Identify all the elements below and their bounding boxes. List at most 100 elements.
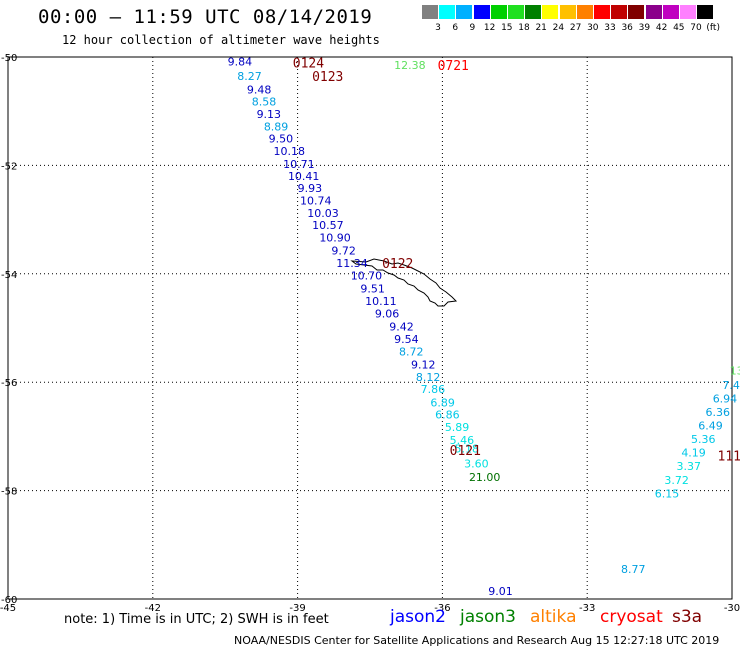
legend-swatch	[456, 5, 473, 19]
wave-height-value: 21.00	[469, 471, 501, 484]
legend-swatch	[490, 5, 507, 19]
legend-swatch	[439, 5, 456, 19]
legend-swatch	[697, 5, 714, 19]
pass-time-label: 0124	[293, 56, 324, 71]
wave-height-value: 9.48	[247, 84, 271, 97]
wave-height-value: 6.94	[713, 392, 738, 405]
satellite-name: jason2	[390, 607, 446, 627]
legend-swatch	[628, 5, 645, 19]
legend-tick-label: 45	[673, 23, 685, 33]
legend-swatch	[576, 5, 593, 19]
legend-tick-label: 18	[518, 23, 530, 33]
legend-swatch	[611, 5, 628, 19]
pass-time-label: 0123	[312, 70, 343, 85]
axis-labels: -45 -42 -39 -36 -33 -30 -50 -52 -54 -56 -58 -60	[0, 53, 740, 614]
satellite-name: cryosat	[600, 607, 663, 627]
map-frame	[7, 56, 733, 600]
satellite-name: altika	[530, 607, 577, 627]
wave-height-value: 5.18	[454, 442, 479, 455]
longitude-tick-label: -45	[0, 603, 16, 614]
wave-height-value: 13.	[730, 364, 740, 377]
legend-swatch	[662, 5, 679, 19]
wave-height-value: 6.49	[698, 420, 723, 433]
latitude-tick-label: -50	[1, 53, 17, 64]
legend-swatch	[525, 5, 542, 19]
legend-swatch	[594, 5, 610, 19]
longitude-tick-label: -39	[289, 603, 305, 614]
observation-labels: 9.848.279.488.589.138.899.5010.1810.7110…	[228, 55, 740, 598]
legend-tick-label: 70	[690, 23, 702, 33]
wave-height-value: 7.86	[421, 383, 446, 396]
wave-height-value: 9.12	[411, 358, 436, 371]
wave-height-value: 3.37	[676, 460, 701, 473]
legend-tick-label: 42	[655, 23, 668, 33]
wave-height-value: 8.77	[621, 563, 646, 576]
legend-tick-label: 3	[435, 23, 441, 33]
wave-height-value: 8.27	[237, 70, 262, 83]
wave-height-value: 9.84	[228, 55, 253, 68]
legend-tick-label: 39	[638, 23, 651, 33]
footer-note: note: 1) Time is in UTC; 2) SWH is in fe…	[64, 612, 329, 627]
pass-time-label: 111	[718, 449, 740, 464]
wave-height-value: 9.13	[257, 108, 282, 121]
wave-height-value: 9.42	[389, 320, 414, 333]
latitude-tick-label: -58	[1, 487, 17, 498]
wave-height-value: 8.12	[416, 371, 441, 384]
wave-height-value: 8.72	[399, 345, 424, 358]
wave-height-value: 10.03	[307, 207, 339, 220]
map-subtitle: 12 hour collection of altimeter wave hei…	[62, 33, 380, 47]
longitude-tick-label: -33	[579, 603, 595, 614]
legend-tick-label: 36	[621, 23, 633, 33]
wave-height-value: 9.06	[375, 307, 400, 320]
wave-height-value: 11.34	[336, 257, 368, 270]
latitude-tick-label: -54	[1, 270, 17, 281]
wave-height-value: 10.41	[288, 170, 320, 183]
wave-height-value: 10.74	[300, 195, 332, 208]
wave-height-value: 9.72	[331, 244, 356, 257]
wave-height-value: 6.36	[705, 406, 730, 419]
legend-tick-label: 15	[501, 23, 513, 33]
wave-height-value: 10.90	[319, 231, 351, 244]
satellite-name: jason3	[460, 607, 516, 627]
wave-height-value: 9.50	[269, 132, 294, 145]
wave-height-value: 7.4	[722, 379, 740, 392]
pass-time-label: 0721	[438, 59, 469, 74]
legend-tick-label: 21	[535, 23, 547, 33]
legend-swatch	[645, 5, 662, 19]
wave-height-value: 6.15	[655, 487, 680, 500]
wave-height-value: 5.36	[691, 433, 716, 446]
wave-height-value: 3.60	[464, 458, 489, 471]
legend-tick-label: 6	[452, 23, 459, 33]
latitude-tick-label: -56	[1, 378, 17, 389]
map-title: 00:00 – 11:59 UTC 08/14/2019	[38, 6, 373, 28]
legend-swatch	[559, 5, 576, 19]
wave-height-value: 12.38	[394, 59, 426, 72]
wave-height-value: 6.89	[430, 396, 455, 409]
wave-height-value: 3.72	[664, 474, 689, 487]
wave-height-value: 10.18	[273, 145, 305, 158]
wave-height-value: 8.89	[264, 120, 289, 133]
wave-height-value: 8.58	[252, 95, 277, 108]
wave-height-value: 9.51	[360, 282, 385, 295]
legend-tick-label: 24	[552, 23, 565, 33]
longitude-tick-label: -30	[724, 603, 740, 614]
grid-lines	[8, 57, 732, 599]
wave-height-value: 4.19	[681, 447, 706, 460]
wave-height-value: 9.01	[488, 585, 512, 598]
legend-tick-label: 30	[587, 23, 599, 33]
legend-swatch	[508, 5, 524, 19]
wave-height-value: 9.54	[394, 333, 419, 346]
legend-swatch	[542, 5, 559, 19]
wave-height-value: 5.89	[445, 421, 470, 434]
legend-swatch	[680, 5, 696, 19]
legend-swatch	[422, 5, 438, 19]
pass-time-label: 0122	[382, 257, 413, 272]
pass-time-label: 0121	[450, 444, 481, 459]
wave-height-value: 6.86	[435, 409, 460, 422]
wave-height-value: 10.71	[283, 158, 315, 171]
footer-credit: NOAA/NESDIS Center for Satellite Applica…	[234, 634, 720, 647]
legend-tick-label: 12	[483, 23, 496, 33]
latitude-tick-label: -52	[1, 161, 17, 172]
satellite-name: s3a	[672, 607, 703, 627]
